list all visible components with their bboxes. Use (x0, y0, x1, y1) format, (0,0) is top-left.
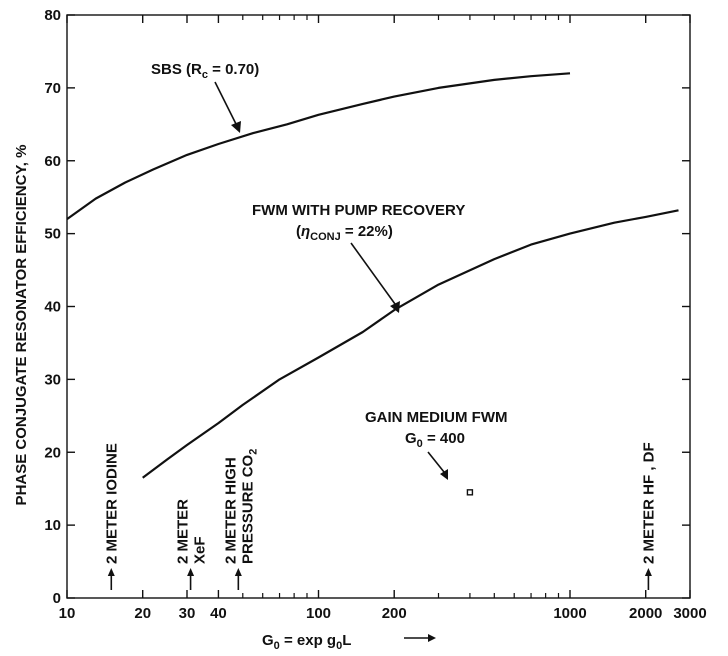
fwm-label-arrow (350, 242, 396, 305)
x-tick-label: 200 (382, 605, 407, 622)
x-tick-label: 100 (306, 605, 331, 622)
sbs-series-label: SBS (Rc = 0.70) (151, 61, 259, 81)
y-tick-label: 80 (44, 7, 61, 24)
y-tick-label: 10 (44, 517, 61, 534)
y-tick-label: 20 (44, 444, 61, 461)
marker-label: 2 METER HIGH (222, 457, 239, 564)
marker-arrowhead (107, 568, 115, 576)
fwm-label-arrowhead (390, 301, 400, 313)
x-axis-label: G0 = exp g0L (262, 632, 351, 652)
x-tick-label: 1000 (553, 605, 586, 622)
marker-label-line2: PRESSURE CO2 (239, 449, 259, 564)
gain-medium-label: GAIN MEDIUM FWM (365, 409, 507, 426)
gain-medium-arrow (427, 451, 445, 473)
y-tick-label: 40 (44, 299, 61, 316)
marker-arrowhead (234, 568, 242, 576)
plot-frame (66, 14, 691, 599)
y-tick-label: 0 (53, 590, 61, 607)
y-tick-label: 60 (44, 153, 61, 170)
y-tick-label: 50 (44, 226, 61, 243)
x-tick-label: 40 (210, 605, 227, 622)
gain-medium-sublabel: G0 = 400 (405, 430, 465, 450)
marker-arrowhead (187, 568, 195, 576)
y-tick-label: 70 (44, 80, 61, 97)
y-tick-label: 30 (44, 371, 61, 388)
marker-label: 2 METER (175, 499, 192, 564)
x-tick-label: 30 (179, 605, 196, 622)
gain-medium-point (466, 489, 474, 496)
axes (66, 14, 691, 599)
fwm-series-label: FWM WITH PUMP RECOVERY (252, 202, 465, 219)
y-axis-label: PHASE CONJUGATE RESONATOR EFFICIENCY, % (13, 145, 30, 506)
gain-medium-arrowhead (440, 469, 448, 480)
fwm-series-sublabel: (ηCONJ = 22%) (296, 223, 393, 243)
sbs-curve (66, 72, 571, 220)
x-tick-label: 20 (134, 605, 151, 622)
x-tick-label: 2000 (629, 605, 662, 622)
x-tick-label: 10 (59, 605, 76, 622)
marker-label: 2 METER HF , DF (640, 442, 657, 564)
sbs-label-arrowhead (231, 121, 241, 133)
x-tick-label: 3000 (673, 605, 706, 622)
marker-label-line2: XeF (192, 536, 209, 564)
marker-label: 2 METER IODINE (103, 443, 120, 564)
annotations: 2 METER IODINE 2 METER XeF 2 METER HIGH PRES… (103, 442, 657, 590)
fwm-curve (142, 209, 679, 479)
marker-arrowhead (644, 568, 652, 576)
series-group (66, 72, 679, 496)
sbs-label-arrow (214, 81, 237, 125)
x-axis-label-arrowhead (428, 634, 436, 642)
